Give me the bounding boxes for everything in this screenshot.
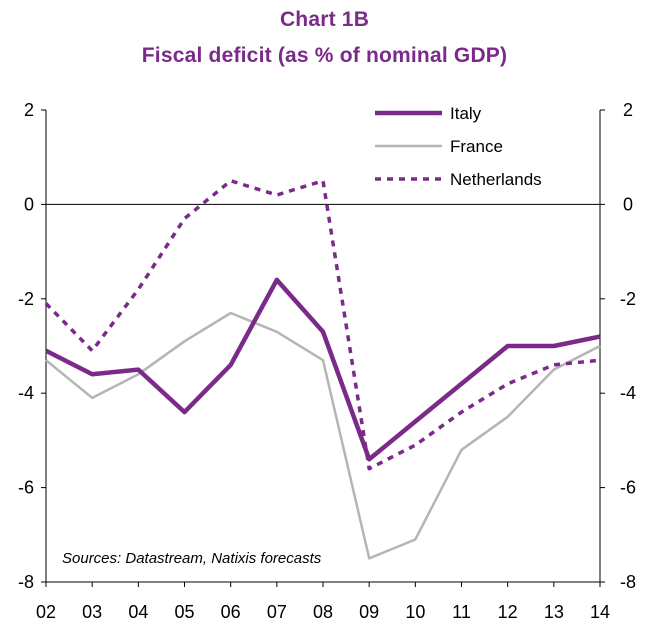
legend-label-italy: Italy bbox=[450, 104, 482, 123]
x-tick-label: 10 bbox=[405, 602, 425, 622]
y-tick-label-right: -6 bbox=[620, 478, 636, 498]
x-tick-label: 11 bbox=[452, 602, 471, 622]
x-tick-label: 05 bbox=[174, 602, 194, 622]
y-tick-label-left: -2 bbox=[18, 289, 34, 309]
x-tick-label: 14 bbox=[590, 602, 610, 622]
legend-label-france: France bbox=[450, 137, 503, 156]
chart-series-layer bbox=[44, 179, 601, 560]
chart-subtitle: Fiscal deficit (as % of nominal GDP) bbox=[141, 44, 508, 67]
chart-axes: 2 20 0-2 -2-4 -4-6 -6-8 -802 03 04 05 06 07 08 09 10 11… bbox=[18, 100, 636, 622]
x-tick-label: 04 bbox=[128, 602, 148, 622]
x-tick-label: 08 bbox=[313, 602, 333, 622]
y-tick-label-left: -4 bbox=[18, 383, 34, 403]
chart-title: Chart 1B bbox=[279, 8, 370, 31]
x-tick-label: 09 bbox=[359, 602, 379, 622]
y-tick-label-left: 0 bbox=[24, 194, 34, 214]
y-tick-label-right: -2 bbox=[620, 289, 636, 309]
series-line-netherlands bbox=[44, 179, 601, 471]
y-tick-label-right: -4 bbox=[620, 383, 636, 403]
legend-label-netherlands: Netherlands bbox=[450, 170, 542, 189]
x-tick-label: 06 bbox=[221, 602, 241, 622]
y-tick-label-right: 2 bbox=[623, 100, 633, 120]
series-line-italy bbox=[44, 277, 601, 462]
x-tick-label: 12 bbox=[498, 602, 518, 622]
source-note: Sources: Datastream, Natixis forecasts bbox=[62, 550, 322, 567]
y-tick-label-left: 2 bbox=[24, 100, 34, 120]
x-tick-label: 07 bbox=[267, 602, 287, 622]
x-tick-label: 03 bbox=[82, 602, 102, 622]
x-tick-label: 02 bbox=[36, 602, 56, 622]
y-tick-label-left: -6 bbox=[18, 478, 34, 498]
y-tick-label-right: -8 bbox=[620, 572, 636, 592]
x-tick-label: 13 bbox=[544, 602, 564, 622]
y-tick-label-right: 0 bbox=[623, 194, 633, 214]
chart-legend: Italy France Netherlands bbox=[375, 104, 542, 189]
series-line-france bbox=[45, 311, 601, 560]
y-tick-label-left: -8 bbox=[18, 572, 34, 592]
